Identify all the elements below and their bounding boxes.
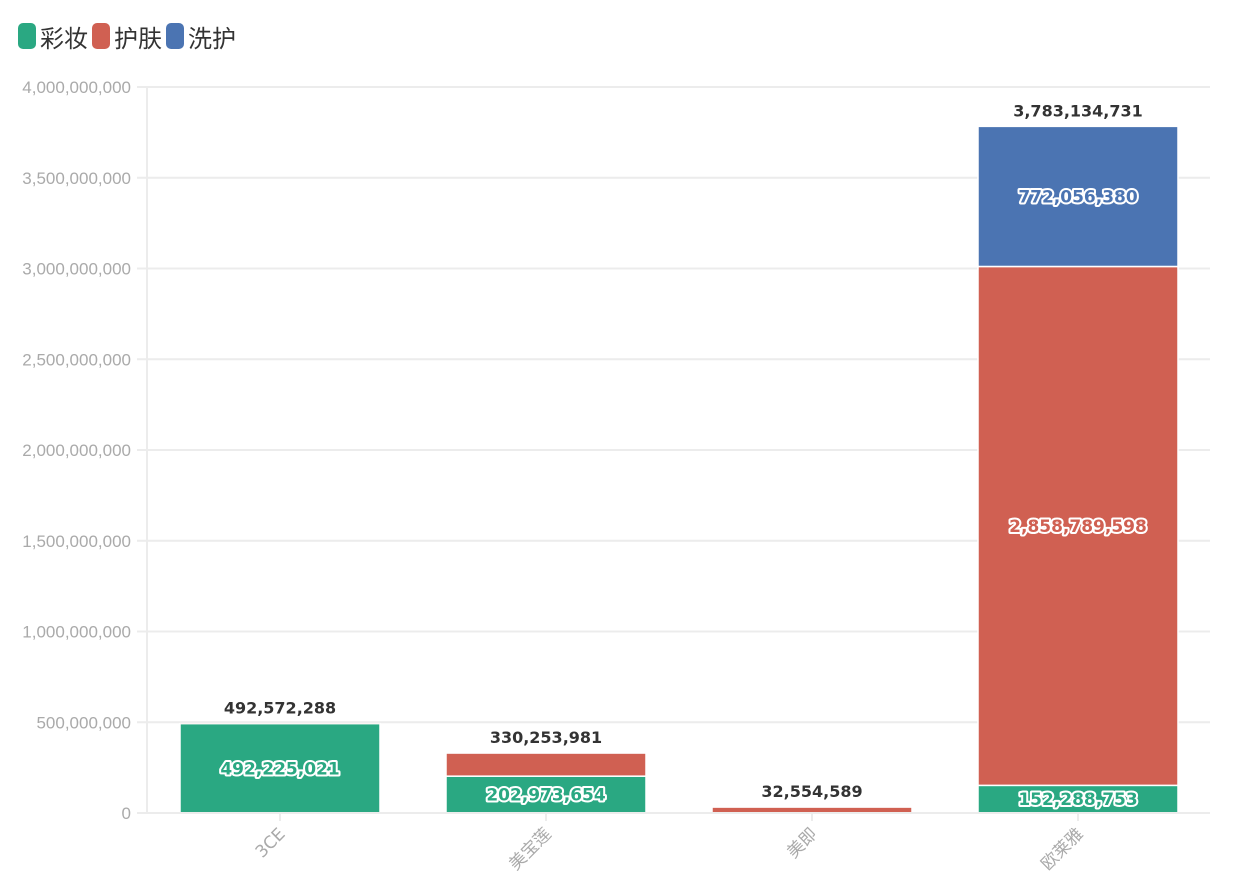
segment-label: 2,858,789,598 — [1009, 517, 1147, 537]
legend-swatch-skincare — [92, 23, 110, 49]
total-label: 3,783,134,731 — [1013, 101, 1143, 120]
legend-label-skincare: 护肤 — [114, 24, 162, 53]
total-label: 492,572,288 — [224, 699, 336, 718]
y-tick-label: 0 — [122, 804, 131, 823]
segment-label: 202,973,654 — [486, 786, 606, 806]
bar-segment — [179, 722, 381, 814]
x-tick-label: 欧莱雅 — [1037, 824, 1087, 874]
y-tick-label: 3,500,000,000 — [22, 169, 131, 188]
data-labels: 492,572,288 330,253,981 32,554,589 3,783,13… — [218, 101, 1149, 812]
x-axis: 3CE 美宝莲 美即 欧莱雅 — [137, 812, 1210, 875]
legend-item-skincare[interactable]: 护肤 — [92, 19, 162, 54]
segment-label: 492,225,021 — [220, 759, 339, 779]
legend-swatch-haircare — [166, 23, 184, 49]
segment-label: 152,288,753 — [1018, 790, 1137, 810]
y-tick-label: 1,000,000,000 — [22, 623, 131, 642]
y-tick-label: 3,000,000,000 — [22, 260, 131, 279]
segment-label: 772,056,380 — [1018, 187, 1138, 207]
legend-swatch-makeup — [18, 23, 36, 49]
legend-item-makeup[interactable]: 彩妆 — [18, 19, 88, 54]
bars — [179, 125, 1179, 814]
y-axis: 0 500,000,000 1,000,000,000 1,500,000,000 2,… — [22, 78, 148, 823]
total-label: 330,253,981 — [490, 728, 602, 747]
bar-segment — [977, 265, 1179, 787]
bar-segment — [977, 125, 1179, 268]
y-tick-label: 1,500,000,000 — [22, 532, 131, 551]
legend-label-makeup: 彩妆 — [40, 24, 88, 53]
bar-segment — [445, 775, 647, 814]
x-tick-label: 美即 — [783, 824, 821, 862]
bar-segment — [977, 784, 1179, 814]
x-tick-label: 美宝莲 — [505, 824, 555, 874]
y-tick-label: 2,000,000,000 — [22, 441, 131, 460]
legend-item-haircare[interactable]: 洗护 — [166, 19, 236, 54]
total-label: 32,554,589 — [761, 782, 862, 801]
y-tick-label: 500,000,000 — [36, 713, 131, 732]
chart-legend: 彩妆 护肤 洗护 — [18, 19, 240, 54]
x-tick-label: 3CE — [252, 824, 290, 862]
y-tick-label: 2,500,000,000 — [22, 350, 131, 369]
bar-segment — [445, 752, 647, 777]
legend-label-haircare: 洗护 — [188, 24, 236, 53]
y-tick-label: 4,000,000,000 — [22, 78, 131, 97]
